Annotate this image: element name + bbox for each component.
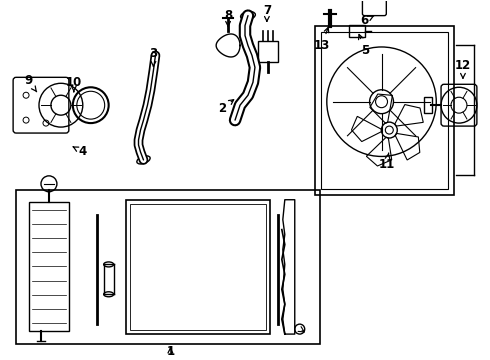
Bar [125,200,270,334]
Ellipse shape [137,156,150,164]
Text: 3: 3 [149,47,157,66]
Text: 5: 5 [359,35,369,57]
Text: 13: 13 [314,27,330,52]
Text: 11: 11 [378,153,394,171]
Ellipse shape [241,12,255,20]
Bar [129,204,266,330]
Text: 1: 1 [166,345,174,357]
Bar [320,32,448,189]
Bar [258,41,278,62]
Text: 8: 8 [224,9,232,26]
Text: 4: 4 [73,145,87,158]
Bar [29,202,69,331]
Bar [349,24,366,36]
Text: 7: 7 [263,4,271,21]
Bar [16,190,319,344]
Text: 6: 6 [360,14,374,27]
Text: 9: 9 [24,74,37,92]
Bar [315,26,454,195]
Bar [424,97,432,113]
Text: 2: 2 [218,100,234,115]
Text: 12: 12 [455,59,471,78]
Text: 10: 10 [66,76,82,92]
